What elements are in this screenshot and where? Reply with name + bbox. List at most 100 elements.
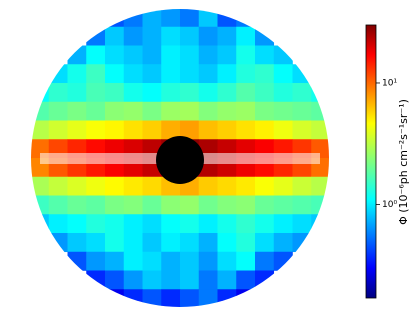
map-cell — [86, 214, 106, 234]
map-cell — [123, 195, 143, 215]
map-cell — [217, 176, 237, 196]
map-cell — [217, 64, 237, 84]
map-cell — [273, 101, 293, 121]
map-cell — [123, 233, 143, 253]
map-cell — [198, 101, 218, 121]
map-cell — [255, 64, 275, 84]
map-cell — [198, 9, 218, 28]
map-cell — [86, 83, 106, 103]
map-cell — [180, 120, 200, 140]
map-cell — [180, 64, 200, 84]
map-cell — [142, 45, 162, 65]
map-cell — [142, 233, 162, 253]
map-cell — [292, 120, 312, 140]
map-cell — [142, 9, 162, 28]
map-cell — [236, 176, 256, 196]
map-cell — [292, 176, 312, 196]
map-cell — [142, 120, 162, 140]
map-cell — [48, 214, 68, 234]
map-cell — [86, 120, 106, 140]
map-cell — [198, 45, 218, 65]
map-cell — [311, 101, 329, 121]
map-cell — [123, 289, 143, 307]
map-cell — [86, 233, 106, 253]
map-cell — [255, 45, 275, 65]
map-cell — [236, 120, 256, 140]
map-cell — [180, 195, 200, 215]
map-cell — [67, 176, 87, 196]
colorbar-tick-label: 10¹ — [382, 78, 397, 88]
map-cell — [86, 101, 106, 121]
map-cell — [161, 45, 181, 65]
map-cell — [217, 251, 237, 271]
map-cell — [123, 251, 143, 271]
map-cell — [67, 233, 87, 253]
map-cell — [198, 289, 218, 307]
map-cell — [292, 195, 312, 215]
map-cell — [217, 101, 237, 121]
map-cell — [67, 101, 87, 121]
map-cell — [48, 120, 68, 140]
map-cell — [161, 101, 181, 121]
map-cell — [236, 289, 256, 307]
map-cell — [292, 101, 312, 121]
map-cell — [123, 83, 143, 103]
map-cell — [123, 176, 143, 196]
map-cell — [48, 233, 68, 253]
map-cell — [142, 64, 162, 84]
map-cell — [180, 270, 200, 290]
map-cell — [180, 45, 200, 65]
map-cell — [255, 83, 275, 103]
map-cell — [311, 176, 329, 196]
map-cell — [142, 270, 162, 290]
map-cell — [48, 195, 68, 215]
map-cell — [255, 233, 275, 253]
map-cell — [311, 214, 329, 234]
map-cell — [273, 214, 293, 234]
map-cell — [105, 289, 125, 307]
map-cell — [31, 101, 50, 121]
map-cell — [236, 64, 256, 84]
map-cell — [123, 26, 143, 46]
map-cell — [255, 270, 275, 290]
map-cell — [105, 45, 125, 65]
map-cell — [273, 120, 293, 140]
map-cell — [123, 101, 143, 121]
map-cell — [273, 233, 293, 253]
map-cell — [255, 120, 275, 140]
map-cell — [236, 270, 256, 290]
map-cell — [311, 83, 329, 103]
map-cell — [67, 45, 87, 65]
map-cell — [217, 195, 237, 215]
map-cell — [105, 176, 125, 196]
map-cell — [31, 83, 50, 103]
map-cell — [217, 233, 237, 253]
map-cell — [198, 251, 218, 271]
map-cell — [86, 45, 106, 65]
map-cell — [105, 270, 125, 290]
map-cell — [161, 270, 181, 290]
map-cell — [161, 26, 181, 46]
map-cell — [198, 26, 218, 46]
map-cell — [217, 270, 237, 290]
map-cell — [273, 45, 293, 65]
map-cell — [198, 214, 218, 234]
map-cell — [273, 195, 293, 215]
map-cell — [180, 9, 200, 28]
map-cell — [236, 195, 256, 215]
map-cell — [292, 64, 312, 84]
map-cell — [105, 120, 125, 140]
map-cell — [161, 214, 181, 234]
map-cell — [217, 26, 237, 46]
colorbar-tick-label: 10⁰ — [382, 200, 397, 210]
map-cell — [161, 251, 181, 271]
map-cell — [161, 233, 181, 253]
map-cell — [236, 45, 256, 65]
map-cell — [236, 9, 256, 28]
map-cell — [180, 251, 200, 271]
map-cell — [198, 83, 218, 103]
map-cell — [236, 101, 256, 121]
map-cell — [105, 251, 125, 271]
map-cell — [217, 289, 237, 307]
